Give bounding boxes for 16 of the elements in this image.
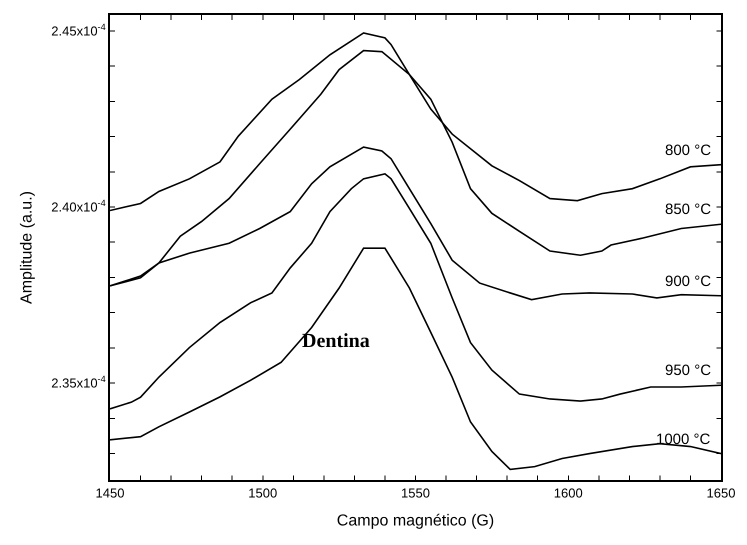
y-axis-title: Amplitude (a.u.) xyxy=(18,191,36,304)
x-tick-label: 1650 xyxy=(706,485,736,500)
legend-label: 950 °C xyxy=(665,362,712,379)
annotation: Dentina xyxy=(302,330,370,352)
legend-label: 800 °C xyxy=(665,142,712,159)
legend-label: 850 °C xyxy=(665,201,712,218)
x-tick-label: 1550 xyxy=(401,485,430,500)
x-tick-label: 1500 xyxy=(248,485,278,500)
y-tick-label: 2.35x10$^{-4}$ xyxy=(51,374,106,391)
x-axis-title: Campo magnético (G) xyxy=(336,512,494,530)
x-tick-label: 1600 xyxy=(554,485,583,500)
legend-label: 900 °C xyxy=(665,273,712,290)
y-tick-label: 2.45x10$^{-4}$ xyxy=(51,22,106,38)
legend-label: 1000 °C xyxy=(656,431,711,448)
y-tick-label: 2.40x10$^{-4}$ xyxy=(51,198,106,215)
x-tick-label: 1450 xyxy=(96,485,124,500)
